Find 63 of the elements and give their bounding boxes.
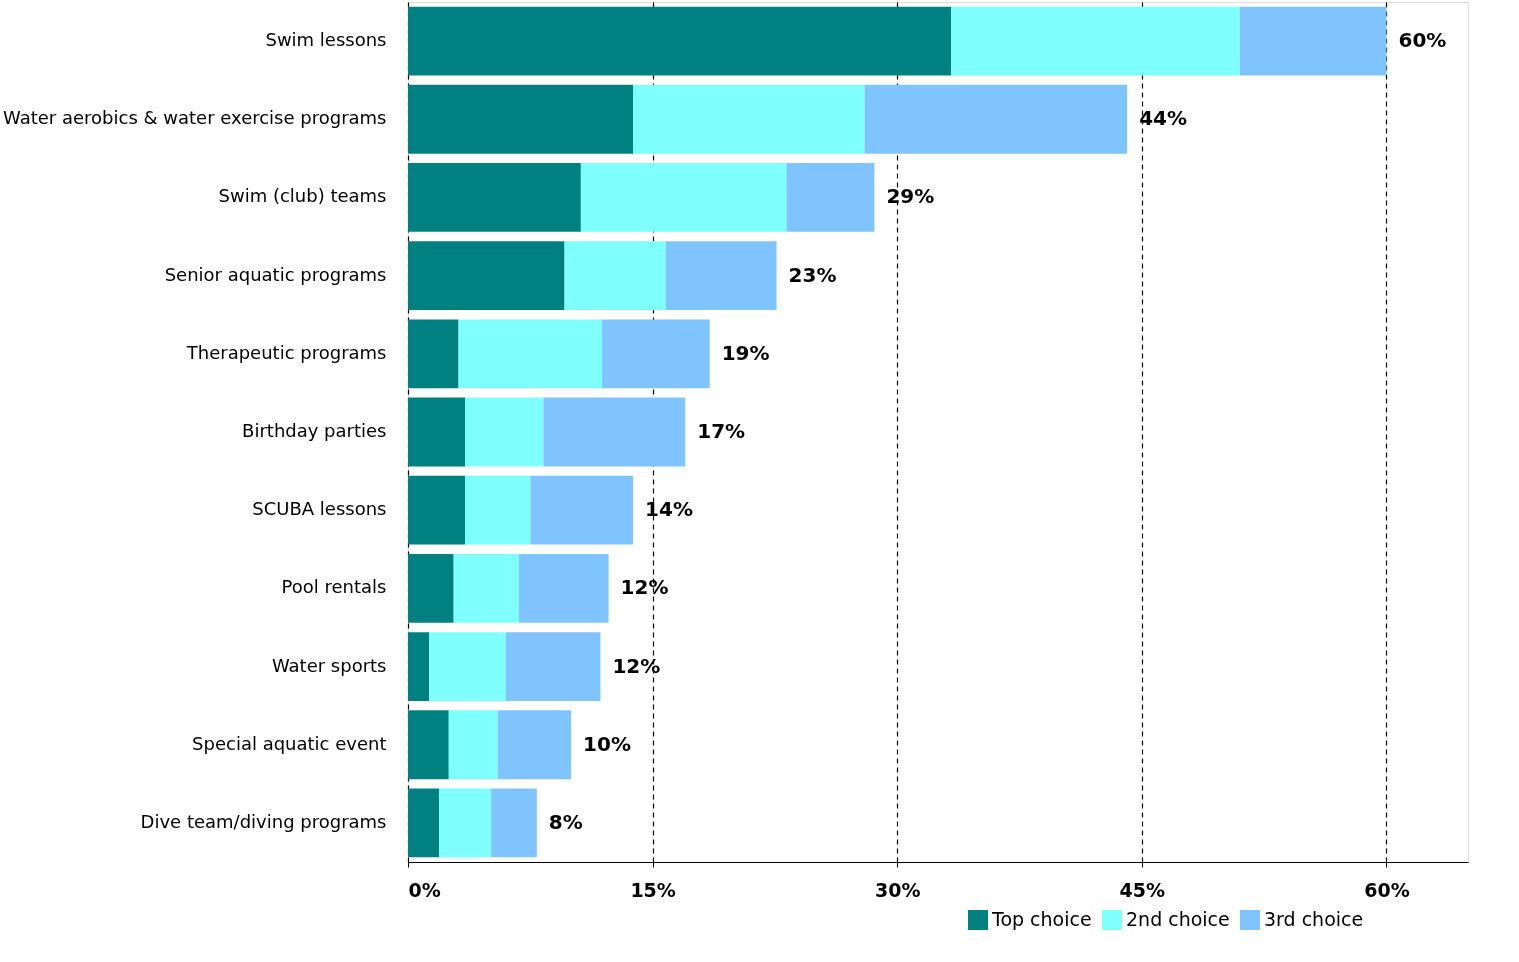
- bar: [408, 710, 449, 780]
- x-tick-label: 0%: [408, 878, 441, 901]
- bar: [786, 163, 875, 232]
- x-tick-label: 15%: [630, 878, 676, 901]
- bar: [564, 241, 666, 311]
- bar: [543, 397, 686, 467]
- bar: [408, 84, 634, 154]
- total-label: 12%: [620, 575, 669, 600]
- y-tick-label: Swim lessons: [265, 29, 387, 51]
- bar: [429, 632, 506, 701]
- total-label: 23%: [788, 262, 837, 287]
- total-label: 29%: [886, 184, 935, 209]
- bar: [665, 241, 777, 311]
- bar: [408, 553, 454, 623]
- bar: [408, 163, 581, 232]
- bar: [453, 553, 519, 623]
- bar: [408, 397, 466, 467]
- total-label: 19%: [721, 340, 770, 365]
- y-tick-label: Water sports: [271, 654, 387, 676]
- y-tick-label: Therapeutic programs: [185, 341, 387, 363]
- y-tick-label: Senior aquatic programs: [164, 263, 387, 285]
- total-label: 44%: [1139, 106, 1188, 131]
- bar: [448, 710, 498, 780]
- bar: [497, 710, 572, 780]
- y-tick-label: Birthday parties: [242, 420, 387, 441]
- bar: [864, 84, 1128, 154]
- bar: [1239, 6, 1387, 76]
- bar: [408, 632, 430, 701]
- bar: [458, 319, 603, 389]
- y-tick-label: Swim (club) teams: [218, 185, 387, 207]
- bar: [951, 6, 1240, 76]
- y-tick-label: Special aquatic event: [192, 732, 387, 754]
- bar: [408, 788, 439, 858]
- legend-label: 3rd choice: [1264, 908, 1364, 930]
- bar: [530, 475, 634, 545]
- bar: [633, 84, 865, 154]
- legend-label: 2nd choice: [1126, 908, 1230, 930]
- total-label: 12%: [612, 653, 661, 678]
- bar: [580, 163, 787, 232]
- total-label: 17%: [697, 419, 746, 443]
- bar: [602, 319, 710, 389]
- bar: [465, 397, 544, 467]
- x-tick-label: 60%: [1364, 878, 1410, 901]
- total-label: 60%: [1398, 28, 1447, 53]
- bar: [505, 632, 601, 701]
- bar: [518, 553, 609, 623]
- bar: [491, 788, 537, 858]
- bar: [408, 6, 952, 76]
- total-label: 10%: [583, 731, 631, 756]
- total-label: 8%: [548, 809, 583, 834]
- y-tick-label: Water aerobics & water exercise programs: [3, 107, 387, 129]
- total-label: 14%: [645, 497, 693, 522]
- bar: [408, 241, 565, 311]
- y-tick-label: Pool rentals: [281, 576, 387, 598]
- bar: [438, 788, 492, 858]
- x-tick-label: 45%: [1119, 878, 1166, 901]
- x-tick-label: 30%: [874, 878, 921, 901]
- bar: [465, 475, 531, 545]
- bar: [408, 319, 459, 389]
- y-tick-label: SCUBA lessons: [252, 498, 387, 520]
- legend-label: Top choice: [991, 908, 1092, 930]
- bar: [408, 475, 466, 545]
- y-tick-label: Dive team/diving programs: [140, 810, 387, 832]
